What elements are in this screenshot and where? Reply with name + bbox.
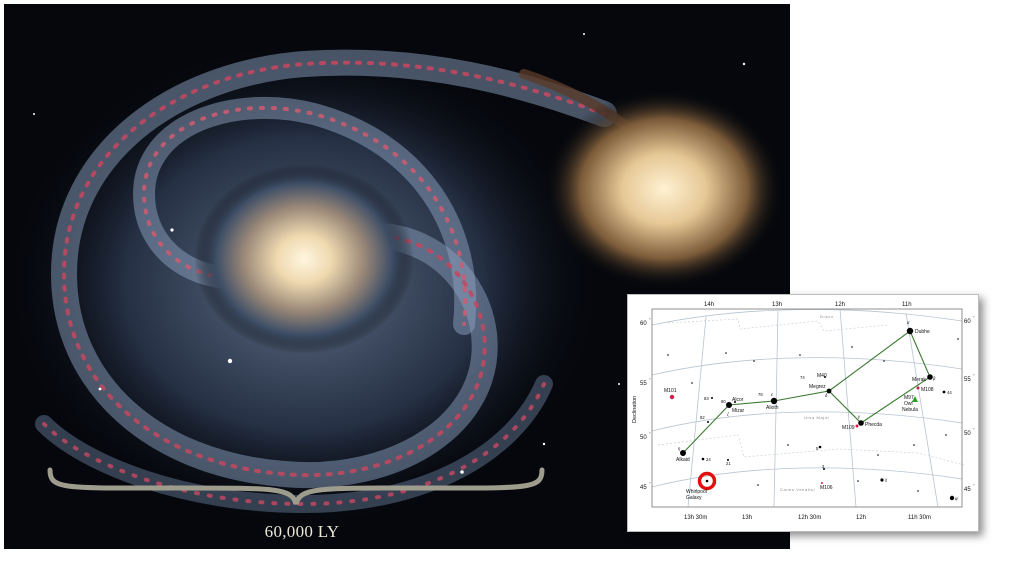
label-alioth: Alioth	[766, 405, 779, 411]
dec-right-60: 60	[964, 319, 971, 325]
star-44	[942, 390, 946, 394]
label-74: 74	[800, 375, 805, 380]
ra-label-13h30m: 13h 30m	[684, 515, 707, 521]
constellation-draco: Draco	[820, 314, 834, 319]
greek-eta: η	[678, 446, 681, 451]
dec-left-55-unit: °	[649, 377, 651, 382]
star-alioth	[770, 397, 778, 405]
label-alcor: Alcor	[732, 397, 744, 403]
dec-right-45-unit: °	[973, 483, 975, 488]
greek-chi: χ	[884, 477, 888, 482]
greek-alpha: α	[907, 320, 910, 325]
dec-left-60-unit: °	[649, 317, 651, 322]
label-78: 78	[758, 392, 763, 397]
label-owl: Owl	[904, 401, 913, 407]
star-3	[823, 468, 825, 470]
star-24	[701, 457, 705, 461]
label-m109: M109	[842, 425, 855, 431]
whirlpool-marker-ring	[697, 471, 717, 491]
label-m106: M106	[820, 485, 833, 491]
label-80: 80	[721, 399, 726, 404]
ra-label-13h-bottom: 13h	[742, 515, 752, 521]
ra-label-13h: 13h	[772, 302, 782, 308]
m106-marker	[821, 482, 823, 484]
star-alkaid	[680, 450, 686, 456]
greek-delta: δ	[825, 393, 828, 398]
star-psi	[949, 495, 955, 501]
label-merak: Merak	[912, 377, 926, 383]
star-dubhe	[906, 327, 914, 335]
label-megrez: Megrez	[809, 384, 826, 390]
dec-right-50-unit: °	[973, 427, 975, 432]
dec-right-50: 50	[964, 431, 971, 437]
ra-label-12h: 12h	[835, 302, 845, 308]
dec-left-60: 60	[640, 321, 647, 327]
star-alcor	[734, 401, 736, 403]
dec-left-55: 55	[640, 381, 647, 387]
dec-right-60-unit: °	[973, 315, 975, 320]
star-merak	[927, 374, 933, 380]
scale-label: 60,000 LY	[264, 522, 340, 541]
star-5	[818, 445, 822, 449]
star-mizar	[726, 402, 732, 408]
star-74	[824, 376, 826, 378]
label-83: 83	[704, 396, 709, 401]
label-nebula: Nebula	[902, 407, 918, 413]
ra-label-11h30m: 11h 30m	[908, 515, 931, 521]
m109-marker	[855, 424, 859, 428]
label-m108: M108	[921, 387, 934, 393]
dec-right-55: 55	[964, 377, 971, 383]
galaxy-image	[4, 4, 790, 549]
star-chi	[880, 478, 884, 482]
greek-epsilon: ε	[771, 392, 773, 397]
label-whirlpool: Whirlpool	[686, 489, 707, 495]
m108-marker	[916, 386, 920, 390]
constellation-ursa-major: Ursa Major	[804, 415, 830, 420]
label-44: 44	[947, 390, 952, 395]
owl-nebula-marker	[912, 396, 918, 402]
greek-zeta: ζ	[727, 412, 730, 417]
ra-label-12h-bottom: 12h	[856, 515, 866, 521]
label-phecda: Phecda	[865, 422, 882, 428]
big-dipper-asterism	[682, 330, 931, 454]
label-24: 24	[706, 457, 711, 462]
dec-left-50: 50	[640, 435, 647, 441]
dec-left-50-unit: °	[649, 431, 651, 436]
declination-axis-label: Declination	[632, 396, 638, 423]
m101-marker	[669, 394, 675, 400]
dec-right-55-unit: °	[973, 373, 975, 378]
label-m101: M101	[664, 388, 677, 394]
label-galaxy: Galaxy	[686, 495, 702, 501]
whirlpool-galaxy-photo: 60,000 LY	[4, 4, 790, 549]
label-m40: M40	[817, 373, 827, 379]
star-chart-map: 14h 13h 12h 11h 13h 30m 13h 12h 30m 12h …	[632, 302, 975, 521]
greek-beta: β	[932, 376, 936, 381]
label-3: 3	[822, 464, 825, 469]
dec-right-45: 45	[964, 487, 971, 493]
greek-gamma: γ	[858, 414, 861, 419]
label-dubhe: Dubhe	[915, 329, 930, 335]
star-phecda	[858, 420, 864, 426]
dec-left-45-unit: °	[649, 481, 651, 486]
star-82	[707, 421, 709, 423]
star-83	[711, 397, 713, 399]
ra-label-14h: 14h	[704, 302, 714, 308]
label-mizar: Mizar	[732, 408, 745, 414]
constellation-canes-venatici: Canes Venatici	[780, 487, 815, 492]
label-alkaid: Alkaid	[676, 457, 690, 463]
label-21: 21	[726, 461, 731, 466]
ra-label-11h: 11h	[902, 302, 912, 308]
label-m97: M97	[904, 395, 914, 401]
label-82: 82	[700, 415, 705, 420]
star-megrez	[826, 388, 832, 394]
scale-brace	[47, 467, 545, 505]
dec-left-45: 45	[640, 485, 647, 491]
star-chart: 14h 13h 12h 11h 13h 30m 13h 12h 30m 12h …	[627, 294, 979, 532]
star-21	[727, 459, 729, 461]
greek-psi: φ	[955, 496, 958, 501]
ra-label-12h30m: 12h 30m	[798, 515, 821, 521]
label-5: 5	[816, 446, 819, 451]
